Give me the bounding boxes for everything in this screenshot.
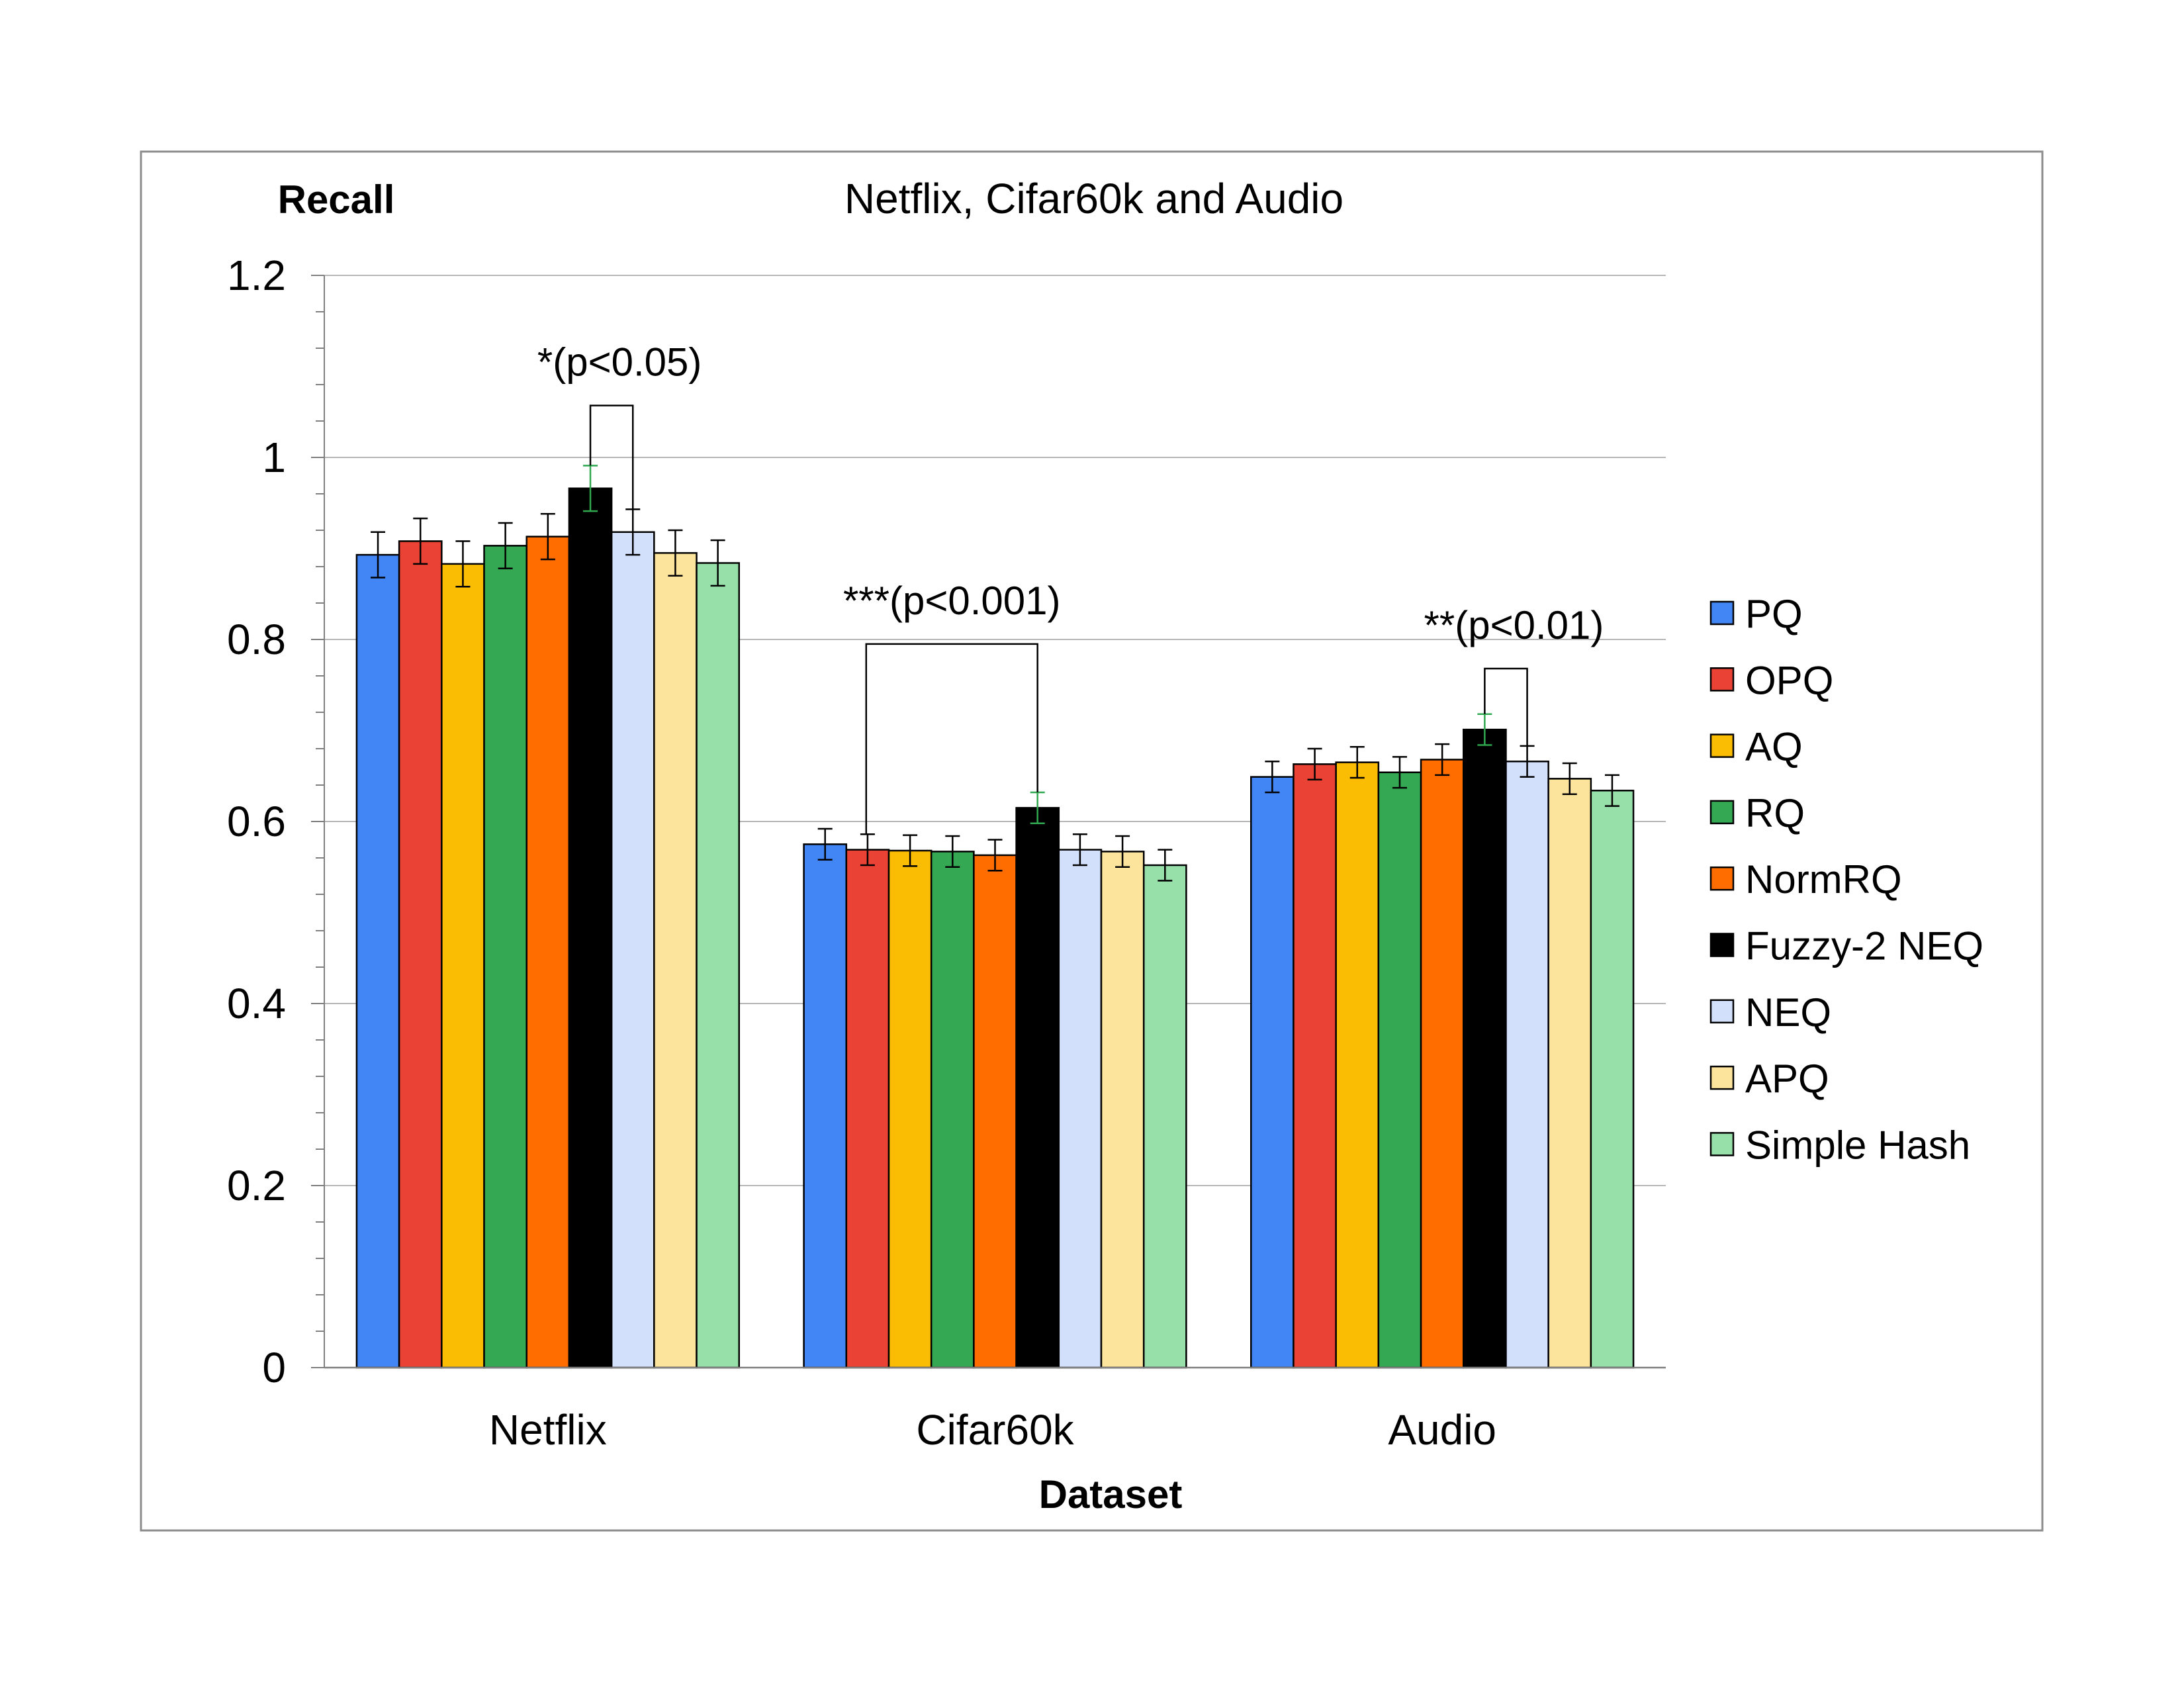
error-bars bbox=[371, 465, 1619, 882]
x-tick-label: Audio bbox=[1388, 1406, 1496, 1454]
y-tick-label: 0.4 bbox=[227, 980, 286, 1027]
legend-label: NEQ bbox=[1745, 990, 1831, 1035]
y-tick-label: 1 bbox=[262, 434, 286, 481]
x-axis: Netflix Cifar60k Audio bbox=[324, 1366, 1666, 1454]
significance-label: **(p<0.01) bbox=[1424, 603, 1604, 647]
bar bbox=[1058, 849, 1103, 1369]
bar bbox=[1015, 807, 1060, 1369]
bar bbox=[696, 562, 740, 1369]
bar bbox=[845, 849, 890, 1369]
y-axis: 0 0.2 0.4 0.6 0.8 1 1.2 bbox=[227, 252, 325, 1391]
bar bbox=[887, 849, 933, 1369]
legend-label: NormRQ bbox=[1745, 857, 1902, 902]
bar bbox=[803, 843, 848, 1369]
bar bbox=[1100, 851, 1145, 1369]
bar bbox=[1293, 763, 1337, 1369]
x-tick-label: Cifar60k bbox=[916, 1406, 1074, 1454]
legend-swatch bbox=[1709, 1065, 1735, 1090]
legend: PQ OPQ AQ RQ NormRQ Fuzzy-2 NEQ NEQ APQ Simple H… bbox=[1709, 592, 1983, 1167]
bar bbox=[653, 552, 698, 1369]
significance-bracket bbox=[1484, 667, 1528, 746]
bar bbox=[930, 851, 975, 1369]
y-axis-label: Recall bbox=[278, 177, 395, 222]
x-tick-label: Netflix bbox=[489, 1406, 607, 1454]
legend-swatch bbox=[1709, 800, 1735, 825]
y-tick-label: 0 bbox=[262, 1344, 286, 1391]
legend-label: OPQ bbox=[1745, 658, 1833, 702]
legend-swatch bbox=[1709, 866, 1735, 891]
bar bbox=[483, 545, 527, 1369]
significance-annotations: *(p<0.05) ***(p<0.001) **(p<0.01) bbox=[537, 340, 1604, 835]
significance-label: ***(p<0.001) bbox=[843, 579, 1061, 623]
bar bbox=[525, 536, 570, 1369]
chart-border bbox=[140, 150, 2044, 1532]
bar bbox=[1377, 771, 1422, 1369]
y-tick-label: 0.8 bbox=[227, 616, 286, 663]
legend-swatch bbox=[1709, 733, 1735, 758]
legend-label: AQ bbox=[1745, 725, 1803, 769]
bar bbox=[1505, 761, 1549, 1369]
bar bbox=[610, 531, 655, 1369]
y-tick-label: 0.2 bbox=[227, 1162, 286, 1209]
significance-bracket bbox=[865, 643, 1038, 835]
bar bbox=[355, 553, 400, 1369]
bar bbox=[568, 487, 613, 1369]
bar bbox=[1590, 790, 1635, 1369]
legend-label: Fuzzy-2 NEQ bbox=[1745, 924, 1983, 968]
bar bbox=[441, 563, 485, 1369]
significance-bracket bbox=[589, 404, 634, 510]
bars bbox=[355, 487, 1635, 1369]
y-tick-label: 0.6 bbox=[227, 798, 286, 845]
chart-title: Netflix, Cifar60k and Audio bbox=[844, 175, 1343, 222]
legend-label: RQ bbox=[1745, 791, 1805, 835]
x-axis-label: Dataset bbox=[1039, 1472, 1183, 1517]
legend-swatch bbox=[1709, 999, 1735, 1024]
bar bbox=[973, 854, 1017, 1369]
y-tick-label: 1.2 bbox=[227, 252, 286, 299]
legend-swatch bbox=[1709, 1132, 1735, 1156]
bar bbox=[1463, 728, 1507, 1369]
legend-swatch bbox=[1709, 600, 1735, 626]
bar bbox=[1142, 864, 1187, 1369]
legend-label: Simple Hash bbox=[1745, 1123, 1970, 1167]
legend-label: PQ bbox=[1745, 592, 1803, 636]
significance-label: *(p<0.05) bbox=[537, 340, 702, 385]
legend-swatch bbox=[1709, 933, 1735, 957]
bar bbox=[1250, 776, 1295, 1369]
bar bbox=[1420, 759, 1465, 1369]
bar bbox=[398, 540, 443, 1369]
bar bbox=[1547, 778, 1592, 1369]
legend-swatch bbox=[1709, 667, 1735, 692]
legend-label: APQ bbox=[1745, 1056, 1829, 1101]
bar bbox=[1335, 761, 1380, 1369]
